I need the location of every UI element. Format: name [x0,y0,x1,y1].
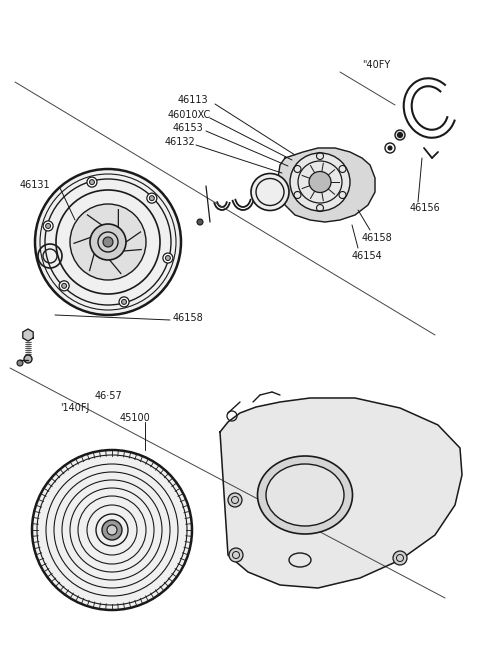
Circle shape [17,360,23,366]
Circle shape [70,204,146,280]
Circle shape [121,300,127,304]
Circle shape [163,253,173,263]
Text: 46·57: 46·57 [95,391,123,401]
Circle shape [149,196,155,200]
Circle shape [166,256,170,261]
Ellipse shape [257,456,352,534]
Circle shape [395,130,405,140]
Text: 45100: 45100 [120,413,151,423]
Text: 46158: 46158 [173,313,204,323]
Circle shape [59,281,69,291]
Circle shape [119,297,129,307]
Ellipse shape [290,153,350,211]
Polygon shape [23,329,33,341]
Text: 46113: 46113 [178,95,209,105]
Polygon shape [278,148,375,222]
Circle shape [35,169,181,315]
Ellipse shape [251,173,289,210]
Circle shape [90,224,126,260]
Circle shape [103,237,113,247]
Text: 46153: 46153 [173,123,204,133]
Circle shape [197,219,203,225]
Circle shape [32,450,192,610]
Circle shape [107,525,117,535]
Circle shape [24,355,32,363]
Text: 46158: 46158 [362,233,393,243]
Circle shape [388,146,392,150]
Text: 46131: 46131 [20,180,50,190]
Circle shape [61,283,67,288]
Polygon shape [220,398,462,588]
Ellipse shape [309,171,331,193]
Circle shape [102,520,122,540]
Circle shape [397,133,403,137]
Circle shape [393,551,407,565]
Ellipse shape [266,464,344,526]
Text: 46132: 46132 [165,137,196,147]
Circle shape [229,548,243,562]
Circle shape [89,179,95,185]
Text: 46156: 46156 [410,203,441,213]
Circle shape [147,193,157,203]
Text: 46154: 46154 [352,251,383,261]
Text: 46010XC: 46010XC [168,110,211,120]
Text: '140FJ: '140FJ [60,403,89,413]
Circle shape [46,223,50,229]
Circle shape [43,221,53,231]
Circle shape [228,493,242,507]
Text: "40FY: "40FY [362,60,390,70]
Circle shape [87,177,97,187]
